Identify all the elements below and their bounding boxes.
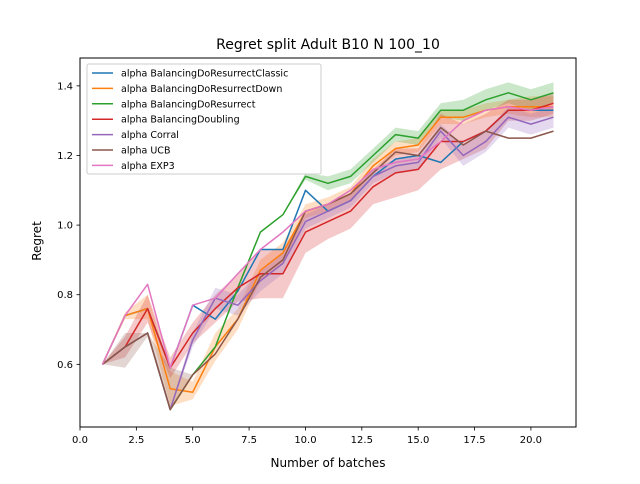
legend-label-4: alpha Corral (121, 130, 179, 141)
chart-title: Regret split Adult B10 N 100_10 (216, 37, 440, 53)
x-axis-ticks: 0.0 2.5 5.0 7.5 10.0 12.5 15.0 17.5 20.0 (72, 427, 542, 446)
confidence-bands (102, 82, 554, 410)
x-tick-label: 20.0 (520, 435, 542, 446)
series-lines (101, 92, 554, 411)
x-axis-label: Number of batches (271, 456, 386, 470)
y-axis-label: Regret (30, 221, 44, 261)
confidence-band-3 (102, 92, 554, 379)
legend-label-0: alpha BalancingDoResurrectClassic (121, 69, 288, 80)
x-tick-label: 7.5 (241, 435, 257, 446)
x-tick-label: 5.0 (185, 435, 201, 446)
y-tick-label: 0.8 (57, 290, 73, 301)
series-line-6 (101, 105, 554, 369)
y-tick-label: 0.6 (57, 360, 73, 371)
x-tick-label: 0.0 (72, 435, 88, 446)
x-tick-label: 15.0 (407, 435, 429, 446)
plot-frame (79, 57, 577, 428)
legend-label-5: alpha UCB (121, 146, 170, 157)
legend-box (86, 63, 322, 175)
x-tick-label: 17.5 (463, 435, 485, 446)
x-tick-label: 10.0 (294, 435, 316, 446)
legend-label-1: alpha BalancingDoResurrectDown (121, 84, 282, 95)
series-line-3 (102, 102, 554, 369)
x-tick-label: 12.5 (351, 435, 373, 446)
legend: alpha BalancingDoResurrectClassic alpha B… (86, 63, 322, 175)
legend-label-3: alpha BalancingDoubling (121, 115, 240, 126)
x-tick-label: 2.5 (128, 435, 144, 446)
legend-label-6: alpha EXP3 (121, 161, 175, 172)
y-tick-label: 1.4 (57, 81, 73, 92)
y-tick-label: 1.2 (57, 151, 73, 162)
y-axis-ticks: 0.6 0.8 1.0 1.2 1.4 (57, 81, 80, 371)
legend-label-2: alpha BalancingDoResurrect (121, 99, 256, 110)
series-line-4 (102, 116, 554, 411)
y-tick-label: 1.0 (57, 221, 73, 232)
